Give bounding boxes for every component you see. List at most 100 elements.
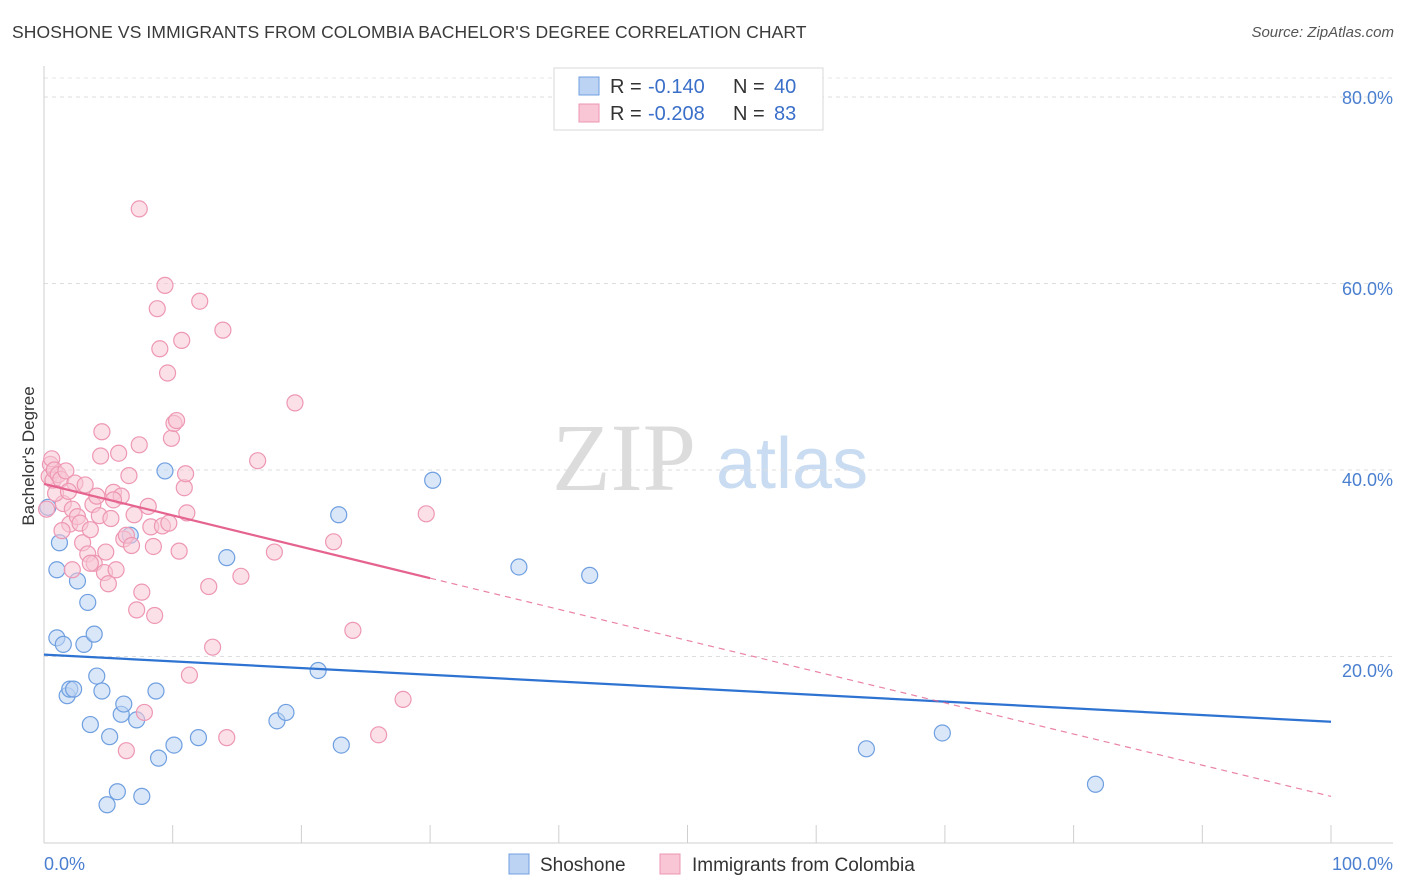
point-colombia-46 [151, 340, 169, 358]
y-axis-label: Bachelor's Degree [19, 386, 38, 525]
point-colombia-79 [63, 561, 81, 579]
point-colombia-63 [214, 321, 232, 339]
point-shoshone-15 [98, 796, 116, 814]
trend-lines [43, 482, 1332, 797]
point-colombia-39 [133, 583, 151, 601]
point-colombia-45 [148, 300, 166, 318]
chart-source: Source: ZipAtlas.com [1251, 24, 1394, 41]
point-colombia-18 [81, 521, 99, 539]
bottom-legend-swatch-shoshone [508, 853, 530, 875]
point-colombia-68 [286, 394, 304, 412]
legend-n-value-colombia: 83 [774, 103, 796, 125]
point-shoshone-31 [309, 661, 327, 680]
point-shoshone-36 [581, 566, 599, 584]
point-colombia-27 [99, 575, 117, 593]
point-colombia-67 [265, 543, 283, 561]
point-colombia-44 [146, 606, 164, 625]
point-colombia-26 [97, 543, 115, 561]
point-colombia-78 [81, 554, 99, 572]
point-shoshone-23 [147, 682, 165, 700]
point-shoshone-9 [75, 635, 93, 653]
point-shoshone-24 [149, 749, 168, 767]
point-shoshone-11 [81, 715, 99, 734]
point-shoshone-12 [85, 625, 103, 643]
point-colombia-71 [370, 726, 388, 744]
point-shoshone-30 [277, 703, 295, 722]
trend-line-extension-colombia [429, 577, 1332, 797]
point-colombia-62 [203, 638, 222, 656]
point-colombia-48 [156, 276, 174, 294]
point-colombia-50 [160, 514, 178, 532]
point-colombia-70 [344, 621, 362, 639]
watermark-zip: ZIP [552, 404, 696, 511]
point-colombia-75 [128, 601, 146, 619]
point-shoshone-39 [1086, 775, 1105, 793]
point-shoshone-33 [332, 736, 350, 754]
legend-n-label-shoshone: N = [733, 76, 765, 98]
point-colombia-55 [173, 331, 191, 349]
bottom-legend-label-colombia: Immigrants from Colombia [692, 855, 915, 876]
legend-r-label-colombia: R = [610, 103, 642, 125]
point-shoshone-17 [108, 783, 126, 801]
point-shoshone-32 [330, 506, 348, 524]
point-colombia-60 [191, 292, 209, 310]
point-colombia-64 [218, 729, 236, 747]
point-colombia-66 [249, 452, 267, 470]
y-tick-label-20: 20.0% [1342, 661, 1393, 681]
y-tick-label-40: 40.0% [1342, 470, 1393, 490]
point-shoshone-13 [88, 667, 106, 685]
legend-r-value-colombia: -0.208 [648, 103, 705, 125]
point-shoshone-4 [54, 635, 72, 653]
x-tick-label-max: 100.0% [1332, 854, 1393, 874]
bottom-legend-swatch-colombia [659, 853, 681, 875]
point-shoshone-7 [65, 680, 83, 698]
watermark-atlas: atlas [716, 424, 868, 504]
point-colombia-23 [92, 447, 110, 465]
point-shoshone-22 [133, 787, 151, 805]
point-colombia-61 [200, 577, 218, 596]
point-colombia-40 [135, 703, 153, 722]
chart-title: SHOSHONE VS IMMIGRANTS FROM COLOMBIA BAC… [12, 22, 807, 42]
point-shoshone-35 [510, 558, 528, 576]
legend-n-label-colombia: N = [733, 103, 765, 125]
axes [43, 66, 1393, 844]
point-shoshone-10 [79, 593, 97, 612]
x-tick-label-min: 0.0% [44, 854, 85, 874]
point-colombia-57 [176, 465, 195, 483]
legend-r-value-shoshone: -0.140 [648, 76, 705, 98]
point-colombia-36 [122, 536, 141, 555]
point-shoshone-38 [933, 724, 951, 742]
point-colombia-73 [417, 505, 435, 523]
point-shoshone-37 [857, 740, 875, 758]
point-colombia-37 [125, 506, 143, 524]
series-legend: Shoshone Immigrants from Colombia [508, 853, 915, 876]
point-colombia-38 [130, 436, 148, 454]
stats-legend: R = -0.140 N = 40 R = -0.208 N = 83 [553, 67, 824, 131]
point-shoshone-16 [101, 728, 119, 746]
trend-line-colombia [43, 482, 431, 580]
point-shoshone-19 [115, 695, 133, 713]
point-colombia-43 [144, 537, 162, 556]
point-colombia-51 [162, 429, 181, 447]
legend-r-label-shoshone: R = [610, 76, 642, 98]
point-colombia-31 [110, 444, 128, 462]
point-shoshone-25 [156, 462, 174, 480]
point-colombia-9 [57, 462, 75, 480]
legend-n-value-shoshone: 40 [774, 76, 796, 98]
point-colombia-74 [130, 200, 148, 218]
y-tick-label-60: 60.0% [1342, 279, 1393, 299]
point-colombia-49 [158, 364, 177, 382]
point-colombia-53 [167, 411, 186, 430]
point-shoshone-1 [48, 561, 66, 579]
point-shoshone-28 [218, 549, 236, 567]
point-colombia-28 [102, 509, 120, 528]
point-colombia-72 [394, 690, 412, 708]
point-shoshone-14 [93, 682, 111, 700]
point-shoshone-27 [189, 729, 208, 747]
point-colombia-76 [117, 742, 135, 760]
point-colombia-0 [37, 500, 56, 518]
bottom-legend-label-shoshone: Shoshone [540, 855, 626, 876]
point-colombia-65 [232, 567, 250, 585]
legend-swatch-colombia [578, 103, 600, 123]
